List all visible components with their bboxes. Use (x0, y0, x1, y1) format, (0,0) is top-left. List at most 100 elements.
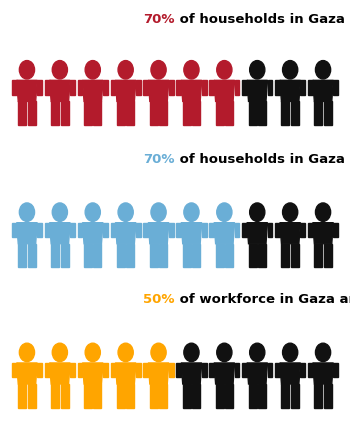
Polygon shape (12, 223, 17, 237)
Polygon shape (281, 102, 289, 125)
Polygon shape (50, 223, 70, 244)
Circle shape (250, 343, 265, 362)
Polygon shape (176, 223, 181, 237)
Polygon shape (50, 363, 70, 384)
Circle shape (85, 61, 100, 79)
Circle shape (52, 61, 68, 79)
Polygon shape (84, 102, 92, 125)
Polygon shape (111, 363, 116, 377)
Circle shape (282, 343, 298, 362)
Polygon shape (159, 102, 167, 125)
Circle shape (250, 61, 265, 79)
Polygon shape (126, 244, 134, 267)
Circle shape (151, 343, 166, 362)
Polygon shape (209, 223, 214, 237)
Polygon shape (324, 384, 332, 408)
Polygon shape (18, 384, 26, 408)
Polygon shape (183, 244, 191, 267)
Circle shape (118, 61, 133, 79)
Polygon shape (126, 384, 134, 408)
Polygon shape (242, 363, 247, 377)
Polygon shape (84, 244, 92, 267)
Polygon shape (202, 363, 206, 377)
Polygon shape (248, 384, 257, 408)
Polygon shape (116, 223, 136, 244)
Polygon shape (83, 223, 103, 244)
Polygon shape (324, 102, 332, 125)
Circle shape (118, 203, 133, 221)
Polygon shape (51, 244, 59, 267)
Polygon shape (242, 223, 247, 237)
Polygon shape (37, 80, 42, 95)
Polygon shape (225, 102, 233, 125)
Polygon shape (192, 102, 200, 125)
Circle shape (52, 203, 68, 221)
Circle shape (184, 203, 199, 221)
Polygon shape (150, 102, 158, 125)
Polygon shape (192, 244, 200, 267)
Polygon shape (78, 363, 83, 377)
Polygon shape (214, 223, 234, 244)
Polygon shape (12, 80, 17, 95)
Polygon shape (313, 363, 333, 384)
Polygon shape (17, 363, 37, 384)
Polygon shape (313, 80, 333, 102)
Polygon shape (314, 244, 322, 267)
Polygon shape (144, 363, 148, 377)
Polygon shape (324, 244, 332, 267)
Circle shape (118, 343, 133, 362)
Polygon shape (12, 363, 17, 377)
Circle shape (282, 203, 298, 221)
Polygon shape (234, 223, 239, 237)
Polygon shape (50, 80, 70, 102)
Polygon shape (126, 102, 134, 125)
Text: of households in Gaza are food-insecure: of households in Gaza are food-insecure (175, 13, 350, 26)
Polygon shape (225, 244, 233, 267)
Polygon shape (258, 102, 266, 125)
Polygon shape (176, 80, 181, 95)
Polygon shape (117, 102, 125, 125)
Polygon shape (247, 363, 267, 384)
Polygon shape (144, 223, 148, 237)
Polygon shape (103, 363, 108, 377)
Circle shape (52, 343, 68, 362)
Polygon shape (136, 223, 141, 237)
Circle shape (217, 343, 232, 362)
Polygon shape (280, 223, 300, 244)
Polygon shape (267, 363, 272, 377)
Polygon shape (70, 363, 75, 377)
Polygon shape (183, 102, 191, 125)
Polygon shape (45, 223, 50, 237)
Polygon shape (181, 80, 202, 102)
Polygon shape (258, 244, 266, 267)
Polygon shape (300, 363, 305, 377)
Polygon shape (275, 363, 280, 377)
Polygon shape (93, 102, 101, 125)
Polygon shape (183, 384, 191, 408)
Polygon shape (117, 384, 125, 408)
Circle shape (151, 203, 166, 221)
Polygon shape (209, 80, 214, 95)
Circle shape (217, 203, 232, 221)
Polygon shape (300, 223, 305, 237)
Text: 70%: 70% (144, 153, 175, 166)
Polygon shape (275, 80, 280, 95)
Polygon shape (61, 384, 69, 408)
Polygon shape (216, 384, 224, 408)
Polygon shape (148, 363, 169, 384)
Polygon shape (51, 384, 59, 408)
Polygon shape (28, 384, 36, 408)
Polygon shape (28, 102, 36, 125)
Polygon shape (192, 384, 200, 408)
Polygon shape (209, 363, 214, 377)
Polygon shape (308, 80, 313, 95)
Polygon shape (291, 384, 299, 408)
Polygon shape (333, 363, 338, 377)
Polygon shape (61, 244, 69, 267)
Polygon shape (159, 384, 167, 408)
Polygon shape (144, 80, 148, 95)
Polygon shape (83, 363, 103, 384)
Polygon shape (280, 80, 300, 102)
Polygon shape (214, 80, 234, 102)
Polygon shape (202, 80, 206, 95)
